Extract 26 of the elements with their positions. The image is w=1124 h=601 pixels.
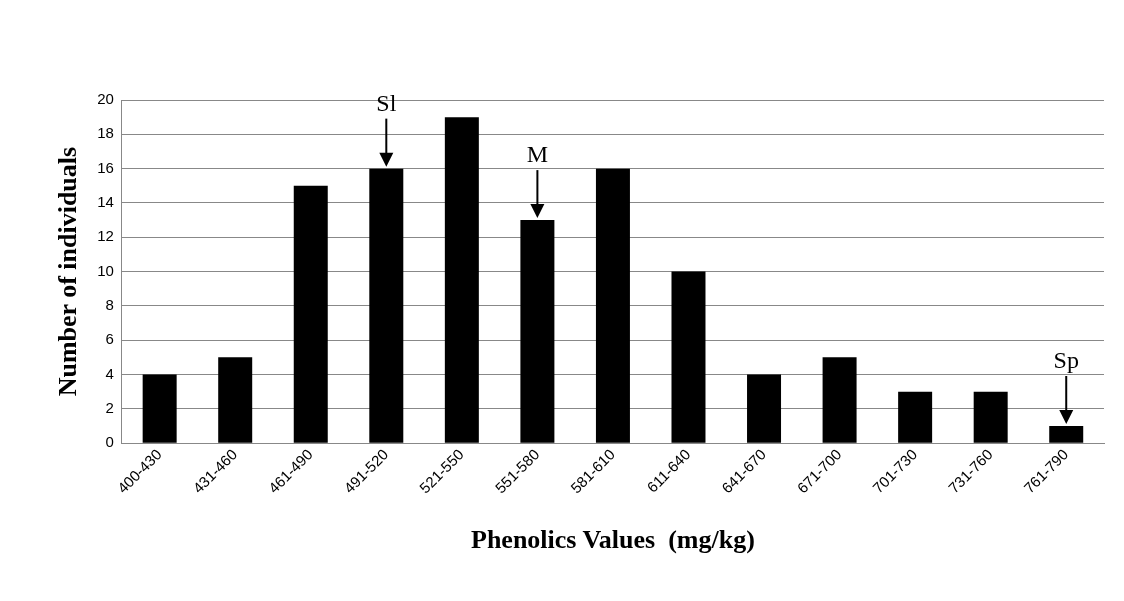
y-tick-label: 20: [97, 90, 114, 108]
bar: [671, 271, 706, 443]
y-tick-label: 6: [105, 330, 114, 348]
bar: [595, 168, 630, 443]
y-tick-label: 10: [97, 261, 114, 279]
bar: [218, 357, 253, 443]
y-tick-label: 0: [105, 433, 114, 451]
x-axis-title: Phenolics Values (mg/kg): [471, 525, 755, 555]
y-tick-label: 12: [97, 227, 114, 245]
bar: [973, 391, 1008, 443]
y-tick-label: 16: [97, 158, 114, 176]
bar: [444, 117, 479, 443]
annotation: Sp: [1053, 347, 1079, 374]
bar: [822, 357, 857, 443]
bar: [293, 185, 328, 443]
y-tick-label: 2: [105, 398, 114, 416]
y-tick-label: 18: [97, 124, 114, 142]
bar: [142, 374, 177, 443]
bar: [747, 374, 782, 443]
y-tick-label: 4: [105, 364, 114, 382]
y-tick-label: 14: [97, 193, 114, 211]
y-tick-label: 8: [105, 296, 114, 314]
annotation: M: [526, 141, 549, 168]
bar: [898, 391, 933, 443]
annotation: Sl: [376, 89, 397, 116]
y-axis-title: Number of individuals: [53, 146, 83, 397]
